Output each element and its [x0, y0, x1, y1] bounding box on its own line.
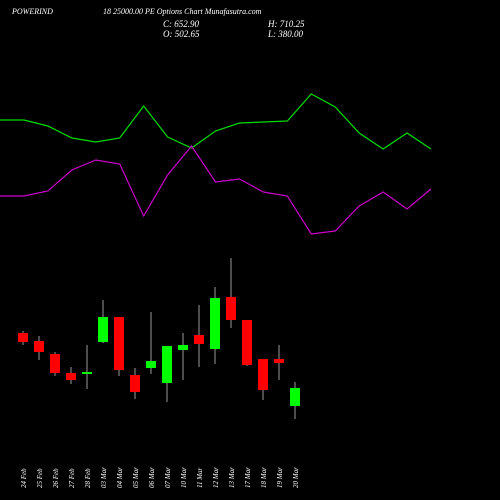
candle-body	[290, 387, 300, 406]
candle-body	[50, 353, 60, 373]
x-tick-label: 13 Mar	[228, 467, 236, 488]
x-tick-label: 11 Mar	[196, 467, 204, 488]
x-tick-label: 07 Mar	[164, 467, 172, 488]
x-tick-label: 10 Mar	[180, 467, 188, 488]
x-tick-label: 26 Feb	[52, 468, 60, 488]
x-tick-label: 18 Mar	[260, 467, 268, 488]
high-label: H: 710.25	[267, 19, 305, 29]
symbol: POWERIND	[11, 7, 53, 16]
x-tick-label: 04 Mar	[116, 467, 124, 488]
x-tick-label: 05 Mar	[132, 467, 140, 488]
x-tick-label: 12 Mar	[212, 467, 220, 488]
candle-body	[18, 333, 28, 343]
candle-body	[146, 360, 156, 369]
x-tick-label: 20 Mar	[292, 467, 300, 488]
candle-body	[130, 374, 140, 392]
open-label: O: 502.65	[163, 29, 200, 39]
close-label: C: 652.90	[163, 19, 200, 29]
candle-body	[226, 296, 236, 320]
x-tick-label: 06 Mar	[148, 467, 156, 488]
candle-body	[258, 358, 268, 390]
x-tick-label: 03 Mar	[100, 467, 108, 488]
x-tick-label: 28 Feb	[84, 468, 92, 488]
candle-body	[194, 335, 204, 345]
line	[0, 93, 432, 150]
low-label: L: 380.00	[267, 29, 304, 39]
candle-body	[242, 319, 252, 365]
candle-body	[98, 317, 108, 343]
subtitle: 18 25000.00 PE Options Chart Munafasutra…	[103, 7, 262, 16]
candle-body	[66, 372, 76, 380]
candle-body	[114, 317, 124, 371]
candle-body	[210, 298, 220, 349]
x-tick-label: 24 Feb	[20, 468, 28, 488]
x-tick-label: 17 Mar	[244, 467, 252, 488]
candle-body	[178, 344, 188, 351]
line	[0, 144, 432, 235]
candle-body	[162, 346, 172, 383]
x-tick-label: 25 Feb	[36, 468, 44, 488]
candle-body	[274, 358, 284, 363]
x-tick-label: 27 Feb	[68, 468, 76, 488]
candle-body	[34, 340, 44, 353]
x-tick-label: 19 Mar	[276, 467, 284, 488]
candle-body	[82, 372, 92, 375]
